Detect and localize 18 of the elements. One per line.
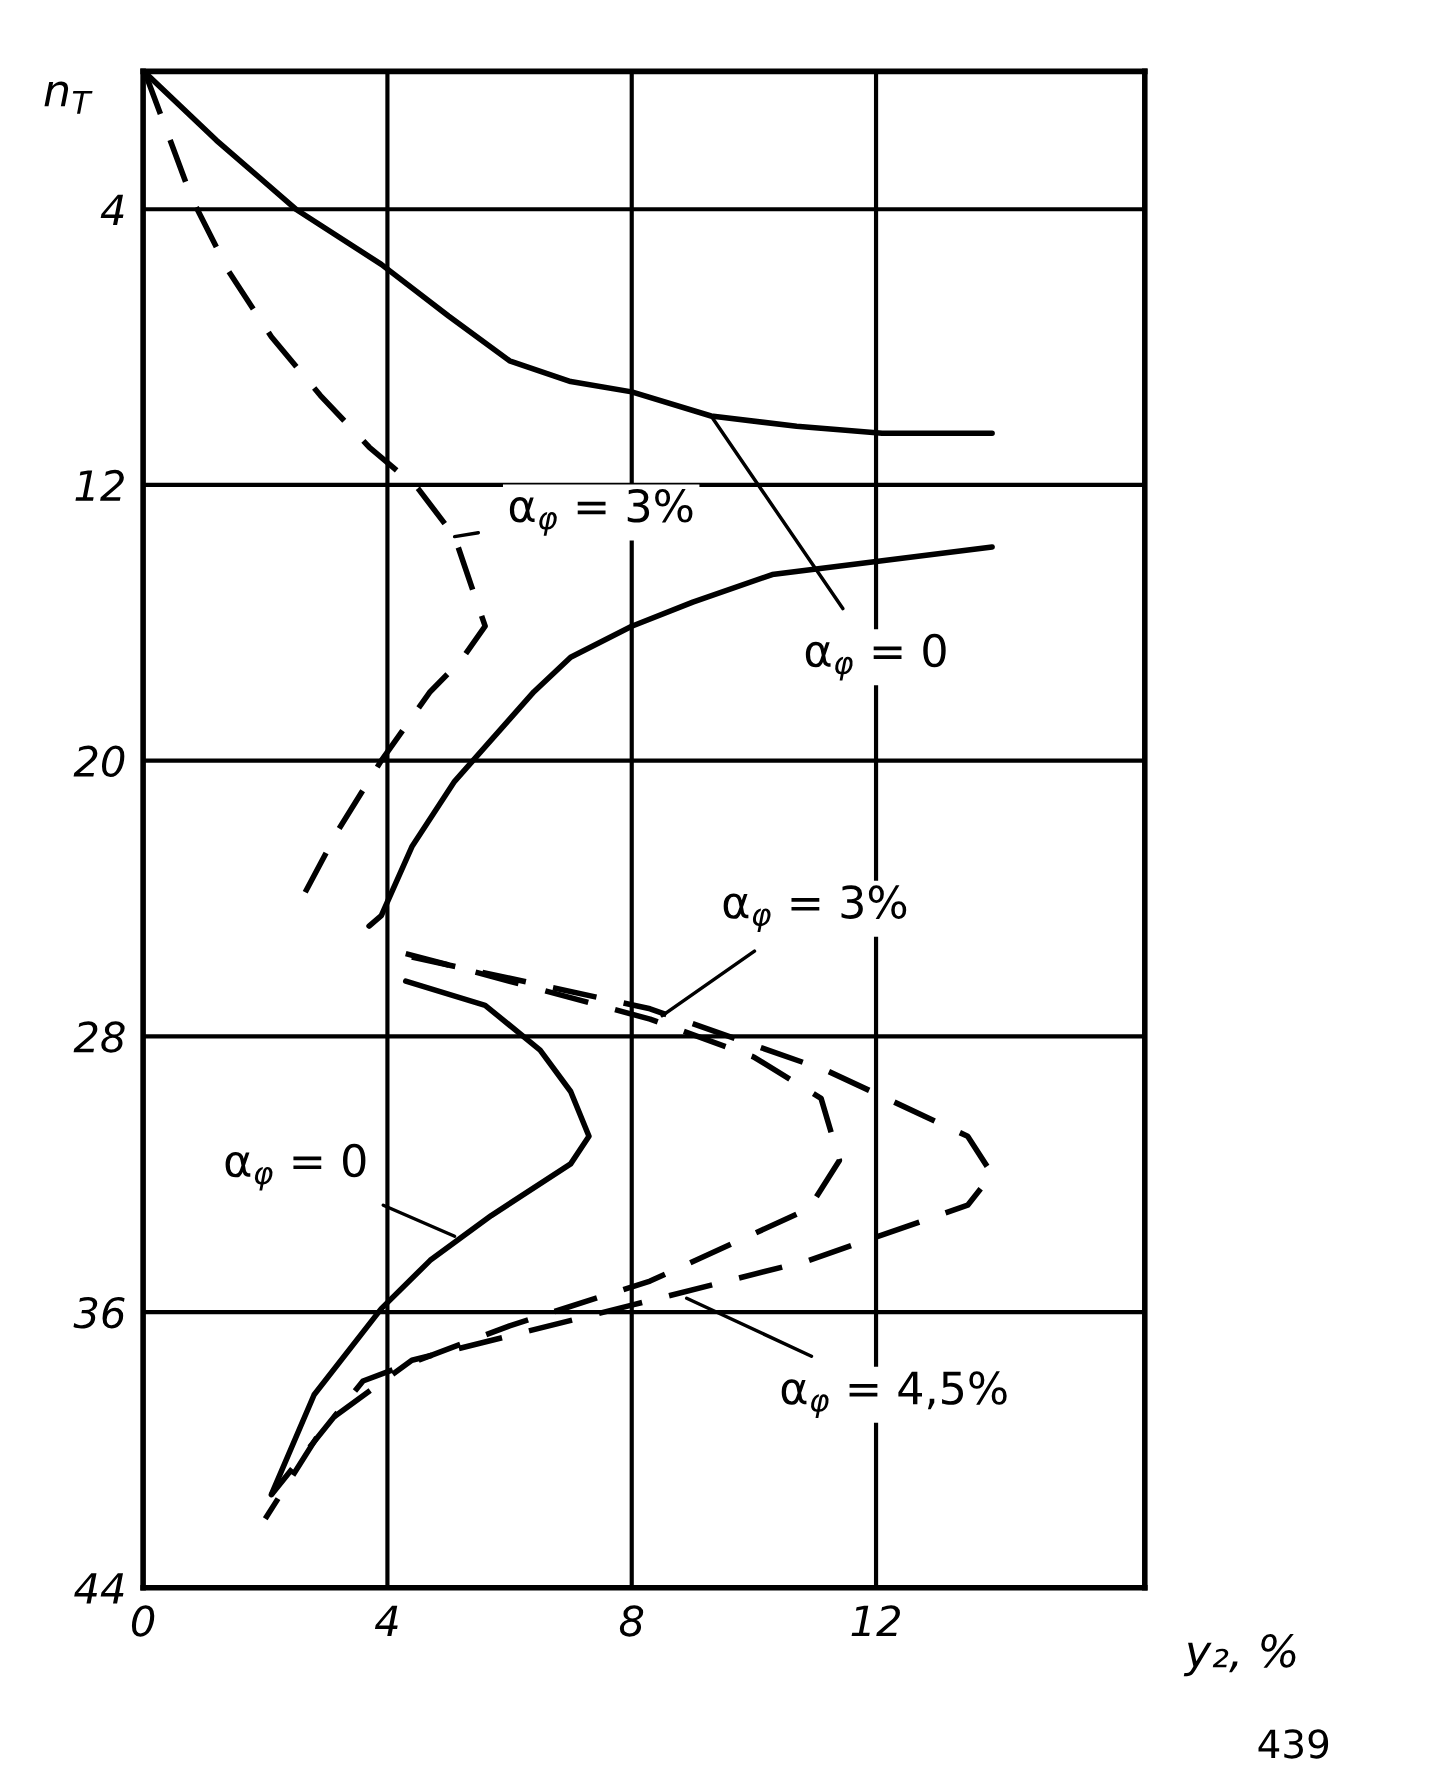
y-tick-label: 12 xyxy=(75,469,124,501)
y-axis-title: n$_{T}$ xyxy=(44,81,93,114)
annotation: α$_{φ}$ = 0 xyxy=(225,1143,366,1191)
annotation: α$_{φ}$ = 3% xyxy=(723,885,907,933)
x-tick-label: 0 xyxy=(131,1605,155,1637)
text: 439 xyxy=(1258,1729,1329,1759)
x-tick-label: 4 xyxy=(374,1605,398,1637)
x-tick-label: 8 xyxy=(619,1605,644,1637)
y-tick-label: 4 xyxy=(100,194,124,226)
y-tick-label: 36 xyxy=(73,1296,125,1329)
x-tick-label: 12 xyxy=(851,1605,900,1637)
y-tick-label: 20 xyxy=(73,745,125,778)
y-tick-label: 28 xyxy=(73,1021,125,1053)
annotation: α$_{φ}$ = 4,5% xyxy=(781,1371,1007,1418)
y-tick-label: 44 xyxy=(74,1573,124,1604)
annotation: α$_{φ}$ = 3% xyxy=(509,488,693,536)
x-axis-title: y₂, % xyxy=(1183,1634,1296,1677)
annotation: α$_{φ}$ = 0 xyxy=(805,633,946,681)
